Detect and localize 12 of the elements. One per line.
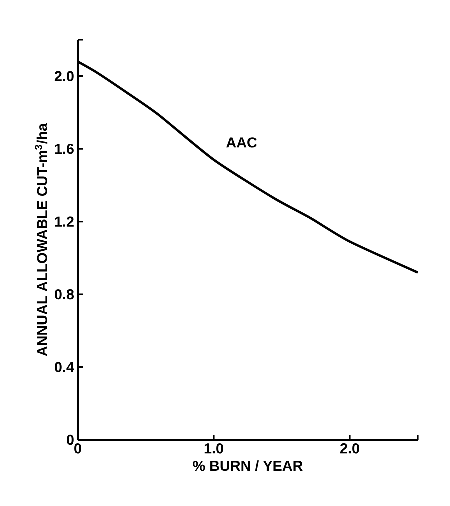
y-tick-label: 1.6	[55, 144, 74, 154]
y-tick-label: 2.0	[54, 71, 74, 82]
y-tick-label: 0.4	[55, 362, 74, 372]
y-axis-title: ANNUAL ALLOWABLE CUT-m$^{3}$/ha	[35, 123, 48, 356]
y-tick-label: 0.8	[55, 289, 74, 300]
x-tick-label: 2.0	[340, 444, 360, 454]
x-tick-label: 1.0	[204, 444, 224, 454]
x-tick-label: 0	[74, 444, 82, 454]
series-label: AAC	[226, 138, 257, 148]
y-tick-label: 1.2	[55, 216, 74, 227]
y-tick-label: 0	[67, 434, 74, 446]
x-axis-title: % BURN / YEAR	[193, 460, 303, 472]
